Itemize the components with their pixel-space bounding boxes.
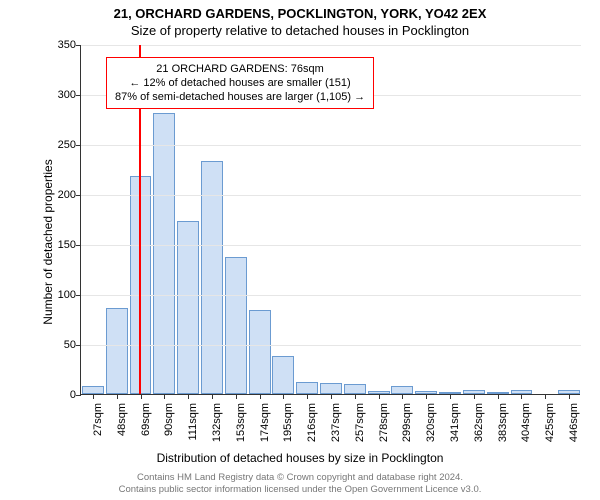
x-tick-label: 111sqm xyxy=(187,403,199,453)
x-tick-mark xyxy=(188,394,189,399)
y-tick-label: 150 xyxy=(40,240,76,251)
x-tick-mark xyxy=(569,394,570,399)
x-tick-label: 27sqm xyxy=(92,403,104,453)
bar xyxy=(272,356,294,394)
bar xyxy=(320,383,342,394)
x-tick-label: 195sqm xyxy=(282,403,294,453)
y-tick-mark xyxy=(76,195,81,196)
y-tick-mark xyxy=(76,45,81,46)
x-tick-mark xyxy=(474,394,475,399)
x-tick-mark xyxy=(450,394,451,399)
gridline xyxy=(81,345,581,346)
y-tick-mark xyxy=(76,245,81,246)
y-tick-label: 100 xyxy=(40,290,76,301)
x-tick-label: 341sqm xyxy=(449,403,461,453)
x-tick-mark xyxy=(283,394,284,399)
attribution-line1: Contains HM Land Registry data © Crown c… xyxy=(0,472,600,484)
x-tick-mark xyxy=(212,394,213,399)
y-tick-label: 50 xyxy=(40,340,76,351)
annotation-line: 87% of semi-detached houses are larger (… xyxy=(115,90,365,104)
attribution-line2: Contains public sector information licen… xyxy=(0,484,600,496)
x-tick-label: 320sqm xyxy=(425,403,437,453)
x-tick-mark xyxy=(117,394,118,399)
y-tick-label: 350 xyxy=(40,40,76,51)
gridline xyxy=(81,195,581,196)
y-tick-mark xyxy=(76,295,81,296)
bar xyxy=(249,310,271,394)
x-tick-label: 278sqm xyxy=(378,403,390,453)
x-tick-label: 132sqm xyxy=(211,403,223,453)
x-tick-mark xyxy=(402,394,403,399)
x-tick-label: 174sqm xyxy=(259,403,271,453)
x-tick-mark xyxy=(355,394,356,399)
bar xyxy=(296,382,318,394)
x-tick-label: 48sqm xyxy=(116,403,128,453)
y-tick-mark xyxy=(76,95,81,96)
x-tick-mark xyxy=(141,394,142,399)
x-tick-label: 69sqm xyxy=(140,403,152,453)
x-tick-label: 216sqm xyxy=(306,403,318,453)
x-tick-mark xyxy=(426,394,427,399)
x-tick-mark xyxy=(521,394,522,399)
y-tick-label: 250 xyxy=(40,140,76,151)
x-tick-mark xyxy=(307,394,308,399)
gridline xyxy=(81,245,581,246)
x-tick-label: 425sqm xyxy=(544,403,556,453)
bar xyxy=(106,308,128,394)
bar xyxy=(344,384,366,394)
x-tick-mark xyxy=(545,394,546,399)
y-tick-label: 300 xyxy=(40,90,76,101)
y-tick-mark xyxy=(76,145,81,146)
attribution: Contains HM Land Registry data © Crown c… xyxy=(0,472,600,496)
page-title: 21, ORCHARD GARDENS, POCKLINGTON, YORK, … xyxy=(0,6,600,21)
bar xyxy=(391,386,413,394)
x-tick-mark xyxy=(164,394,165,399)
bar xyxy=(153,113,175,394)
bar xyxy=(82,386,104,394)
x-tick-mark xyxy=(93,394,94,399)
page: 21, ORCHARD GARDENS, POCKLINGTON, YORK, … xyxy=(0,0,600,500)
gridline xyxy=(81,145,581,146)
x-tick-label: 299sqm xyxy=(401,403,413,453)
x-tick-mark xyxy=(236,394,237,399)
gridline xyxy=(81,295,581,296)
page-subtitle: Size of property relative to detached ho… xyxy=(0,23,600,38)
x-axis-label: Distribution of detached houses by size … xyxy=(0,451,600,465)
x-tick-label: 90sqm xyxy=(163,403,175,453)
y-tick-label: 200 xyxy=(40,190,76,201)
chart-area: 21 ORCHARD GARDENS: 76sqm← 12% of detach… xyxy=(80,45,580,395)
y-tick-label: 0 xyxy=(40,390,76,401)
bar xyxy=(225,257,247,394)
annotation-line: ← 12% of detached houses are smaller (15… xyxy=(115,76,365,90)
x-tick-label: 383sqm xyxy=(497,403,509,453)
annotation-line: 21 ORCHARD GARDENS: 76sqm xyxy=(115,62,365,76)
annotation-box: 21 ORCHARD GARDENS: 76sqm← 12% of detach… xyxy=(106,57,374,109)
x-tick-label: 237sqm xyxy=(330,403,342,453)
x-tick-label: 404sqm xyxy=(520,403,532,453)
x-tick-mark xyxy=(260,394,261,399)
x-tick-label: 153sqm xyxy=(235,403,247,453)
y-tick-mark xyxy=(76,345,81,346)
gridline xyxy=(81,45,581,46)
x-tick-mark xyxy=(498,394,499,399)
x-tick-label: 257sqm xyxy=(354,403,366,453)
x-tick-mark xyxy=(379,394,380,399)
x-tick-mark xyxy=(331,394,332,399)
y-tick-mark xyxy=(76,395,81,396)
bar xyxy=(177,221,199,394)
x-tick-label: 362sqm xyxy=(473,403,485,453)
x-tick-label: 446sqm xyxy=(568,403,580,453)
